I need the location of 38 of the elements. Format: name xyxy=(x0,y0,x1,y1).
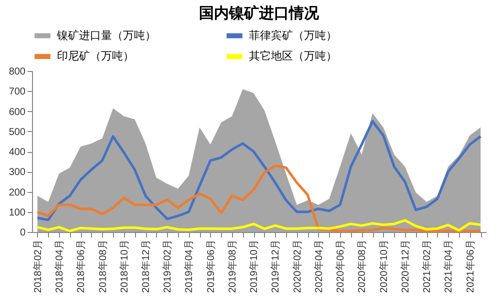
x-tick-label: 2018年06月 xyxy=(75,240,88,293)
x-tick-label: 2020年10月 xyxy=(378,240,390,293)
line-series xyxy=(36,120,482,222)
x-tick-label: 2019年08月 xyxy=(226,240,238,293)
x-tick-label: 2019年04月 xyxy=(183,240,196,293)
x-tick-label: 2018年12月 xyxy=(140,240,152,293)
legend-label: 镍矿进口量（万吨） xyxy=(56,28,156,42)
x-tick-label: 2020年08月 xyxy=(356,240,368,293)
x-tick-label: 2020年02月 xyxy=(291,240,304,293)
legend-label: 其它地区（万吨） xyxy=(249,50,337,62)
x-tick-label: 2018年04月 xyxy=(54,240,66,293)
y-tick-label: 100 xyxy=(8,207,26,218)
y-tick-label: 800 xyxy=(8,66,26,78)
legend-label: 菲律宾矿（万吨） xyxy=(249,28,337,42)
x-tick-label: 2020年04月 xyxy=(312,240,325,293)
x-tick-label: 2020年06月 xyxy=(334,240,347,293)
y-tick-label: 300 xyxy=(8,167,26,178)
x-tick-label: 2019年02月 xyxy=(162,240,174,293)
x-tick-label: 2018年02月 xyxy=(32,240,44,293)
chart-title: 国内镍矿进口情况 xyxy=(199,4,320,22)
x-tick-label: 2019年10月 xyxy=(248,240,260,293)
line-series xyxy=(36,219,482,232)
legend-label: 印尼矿（万吨） xyxy=(57,50,134,62)
line-series xyxy=(36,164,482,232)
x-tick-label: 2018年08月 xyxy=(96,240,109,293)
y-tick-label: 0 xyxy=(20,228,26,238)
x-tick-label: 2021年04月 xyxy=(442,240,455,293)
x-tick-label: 2018年10月 xyxy=(118,240,130,293)
x-tick-label: 2019年06月 xyxy=(204,240,217,293)
y-tick-label: 400 xyxy=(8,147,26,158)
x-tick-label: 2019年12月 xyxy=(270,240,282,293)
y-tick-label: 500 xyxy=(8,126,26,138)
x-tick-label: 2021年02月 xyxy=(421,240,434,293)
x-tick-label: 2021年06月 xyxy=(464,240,476,293)
x-tick-label: 2020年12月 xyxy=(399,240,412,293)
y-tick-label: 700 xyxy=(8,86,26,98)
y-tick-label: 200 xyxy=(8,187,26,198)
y-tick-label: 600 xyxy=(8,106,26,118)
